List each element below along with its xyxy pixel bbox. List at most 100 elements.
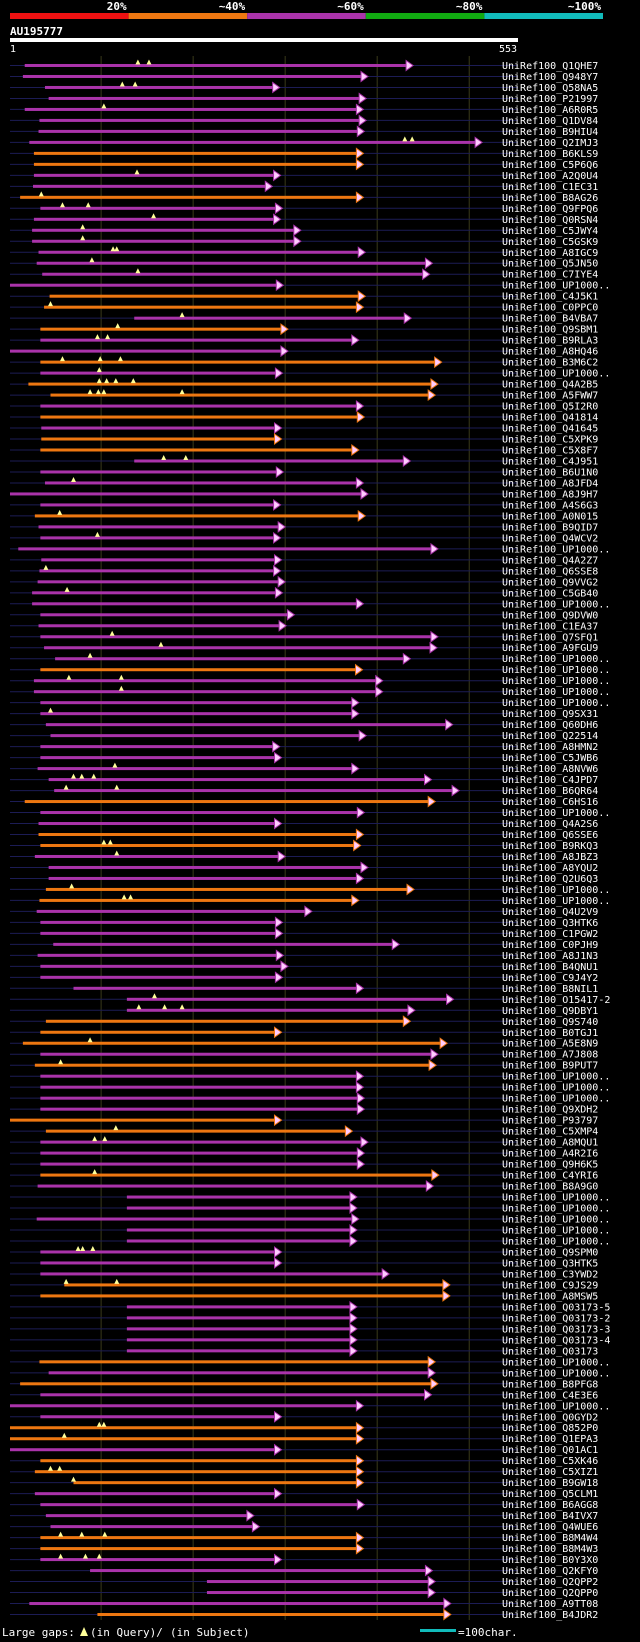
hit-bar[interactable] — [50, 734, 361, 738]
hit-label[interactable]: UniRef100_A8J9H7 — [502, 489, 598, 500]
hit-row[interactable]: UniRef100_A8IGC9 — [10, 246, 598, 259]
hit-bar[interactable] — [37, 767, 353, 771]
hit-label[interactable]: UniRef100_C1PGW2 — [502, 929, 598, 940]
hit-label[interactable]: UniRef100_Q5I2R0 — [502, 402, 598, 413]
hit-bar[interactable] — [22, 1041, 442, 1045]
hit-row[interactable]: UniRef100_Q4A2Z7 — [10, 553, 598, 567]
hit-bar[interactable] — [41, 426, 276, 430]
hit-label[interactable]: UniRef100_Q2QPP2 — [502, 1577, 598, 1588]
hit-label[interactable]: UniRef100_UP1000.. — [502, 676, 610, 687]
hit-row[interactable]: UniRef100_Q60DH6 — [10, 718, 598, 732]
hit-bar[interactable] — [40, 1558, 276, 1562]
hit-label[interactable]: UniRef100_UP1000.. — [502, 1204, 610, 1215]
hit-bar[interactable] — [53, 942, 394, 946]
hit-label[interactable]: UniRef100_Q2KFY0 — [502, 1566, 598, 1577]
hit-label[interactable]: UniRef100_A8HMN2 — [502, 742, 598, 753]
hit-bar[interactable] — [38, 833, 358, 837]
hit-row[interactable]: UniRef100_Q0RSN4 — [10, 213, 598, 226]
hit-row[interactable]: UniRef100_A9TT08 — [10, 1597, 598, 1611]
hit-row[interactable]: UniRef100_Q3HTK5 — [10, 1256, 598, 1270]
hit-bar[interactable] — [40, 536, 275, 540]
hit-bar[interactable] — [48, 1371, 430, 1375]
hit-row[interactable]: UniRef100_Q5JN50 — [10, 257, 598, 270]
hit-bar[interactable] — [39, 1360, 430, 1364]
hit-bar[interactable] — [33, 690, 377, 694]
hit-row[interactable]: UniRef100_Q03173 — [10, 1344, 598, 1358]
hit-label[interactable]: UniRef100_Q58NA5 — [502, 83, 598, 94]
hit-row[interactable]: UniRef100_C4JPD7 — [10, 773, 598, 787]
hit-row[interactable]: UniRef100_Q2IMJ3 — [10, 136, 598, 149]
hit-row[interactable]: UniRef100_UP1000.. — [10, 1224, 610, 1237]
hit-bar[interactable] — [24, 63, 408, 67]
hit-label[interactable]: UniRef100_Q41645 — [502, 424, 598, 435]
hit-bar[interactable] — [28, 382, 432, 386]
hit-bar[interactable] — [37, 1184, 428, 1188]
hit-bar[interactable] — [40, 920, 277, 924]
hit-label[interactable]: UniRef100_UP1000.. — [502, 544, 610, 555]
hit-row[interactable]: UniRef100_UP1000.. — [10, 597, 610, 611]
hit-bar[interactable] — [40, 843, 355, 847]
hit-row[interactable]: UniRef100_Q2KFY0 — [10, 1564, 598, 1578]
hit-bar[interactable] — [50, 1525, 254, 1529]
hit-bar[interactable] — [10, 1118, 276, 1122]
hit-bar[interactable] — [36, 1217, 353, 1221]
hit-bar[interactable] — [34, 1492, 276, 1496]
hit-bar[interactable] — [45, 723, 447, 727]
hit-label[interactable]: UniRef100_Q7SFQ1 — [502, 632, 598, 643]
hit-label[interactable]: UniRef100_C5JWY4 — [502, 226, 598, 237]
hit-bar[interactable] — [45, 1129, 347, 1133]
hit-label[interactable]: UniRef100_Q1DV84 — [502, 116, 598, 127]
hit-row[interactable]: UniRef100_B4QNU1 — [10, 960, 598, 973]
hit-bar[interactable] — [33, 151, 358, 155]
hit-row[interactable]: UniRef100_B0TGJ1 — [10, 1026, 598, 1039]
hit-label[interactable]: UniRef100_Q03173-5 — [502, 1302, 610, 1313]
hit-bar[interactable] — [40, 756, 276, 760]
hit-bar[interactable] — [126, 997, 448, 1001]
hit-row[interactable]: UniRef100_C5XPK9 — [10, 433, 598, 446]
hit-label[interactable]: UniRef100_UP1000.. — [502, 1401, 610, 1412]
hit-label[interactable]: UniRef100_B9PUT7 — [502, 1061, 598, 1072]
hit-label[interactable]: UniRef100_B8M4W3 — [502, 1544, 598, 1555]
hit-row[interactable]: UniRef100_B9HIU4 — [10, 125, 598, 138]
hit-row[interactable]: UniRef100_Q41814 — [10, 411, 598, 424]
hit-bar[interactable] — [40, 327, 282, 331]
hit-label[interactable]: UniRef100_C5GSK9 — [502, 237, 598, 248]
hit-label[interactable]: UniRef100_Q2IMJ3 — [502, 138, 598, 149]
hit-bar[interactable] — [20, 195, 358, 199]
hit-label[interactable]: UniRef100_UP1000.. — [502, 698, 610, 709]
hit-label[interactable]: UniRef100_Q9SX31 — [502, 709, 598, 720]
hit-bar[interactable] — [39, 898, 353, 902]
hit-row[interactable]: UniRef100_B6QR64 — [10, 784, 598, 798]
hit-row[interactable]: UniRef100_Q7SFQ1 — [10, 630, 598, 644]
hit-row[interactable]: UniRef100_UP1000.. — [10, 1235, 610, 1248]
hit-row[interactable]: UniRef100_Q4A2B5 — [10, 378, 598, 391]
hit-row[interactable]: UniRef100_C4J951 — [10, 454, 598, 468]
hit-label[interactable]: UniRef100_B9RLA3 — [502, 336, 598, 347]
hit-label[interactable]: UniRef100_Q9DBY1 — [502, 1006, 598, 1017]
hit-bar[interactable] — [32, 591, 277, 595]
hit-row[interactable]: UniRef100_Q01AC1 — [10, 1443, 598, 1457]
hit-row[interactable]: UniRef100_UP1000.. — [10, 652, 610, 666]
hit-label[interactable]: UniRef100_Q0RSN4 — [502, 215, 598, 226]
hit-bar[interactable] — [40, 1162, 359, 1166]
hit-row[interactable]: UniRef100_A9FGU9 — [10, 641, 598, 655]
hit-bar[interactable] — [44, 481, 358, 485]
hit-bar[interactable] — [49, 294, 360, 298]
hit-bar[interactable] — [33, 184, 267, 188]
hit-label[interactable]: UniRef100_UP1000.. — [502, 1368, 610, 1379]
hit-bar[interactable] — [206, 1580, 430, 1584]
hit-bar[interactable] — [90, 1569, 427, 1573]
hit-label[interactable]: UniRef100_B9QID7 — [502, 522, 598, 533]
hit-row[interactable]: UniRef100_A8J9H7 — [10, 487, 598, 501]
hit-row[interactable]: UniRef100_Q58NA5 — [10, 81, 598, 94]
hit-label[interactable]: UniRef100_C5X8F7 — [502, 446, 598, 457]
hit-label[interactable]: UniRef100_Q4U2V9 — [502, 907, 598, 918]
hit-bar[interactable] — [126, 1305, 351, 1309]
hit-row[interactable]: UniRef100_C4E3E6 — [10, 1388, 598, 1402]
hit-bar[interactable] — [40, 1261, 276, 1265]
hit-label[interactable]: UniRef100_B8A9G0 — [502, 1182, 598, 1193]
hit-row[interactable]: UniRef100_C4J5K1 — [10, 290, 598, 303]
hit-row[interactable]: UniRef100_Q03173-5 — [10, 1300, 610, 1314]
hit-bar[interactable] — [24, 107, 358, 111]
hit-bar[interactable] — [40, 206, 277, 210]
